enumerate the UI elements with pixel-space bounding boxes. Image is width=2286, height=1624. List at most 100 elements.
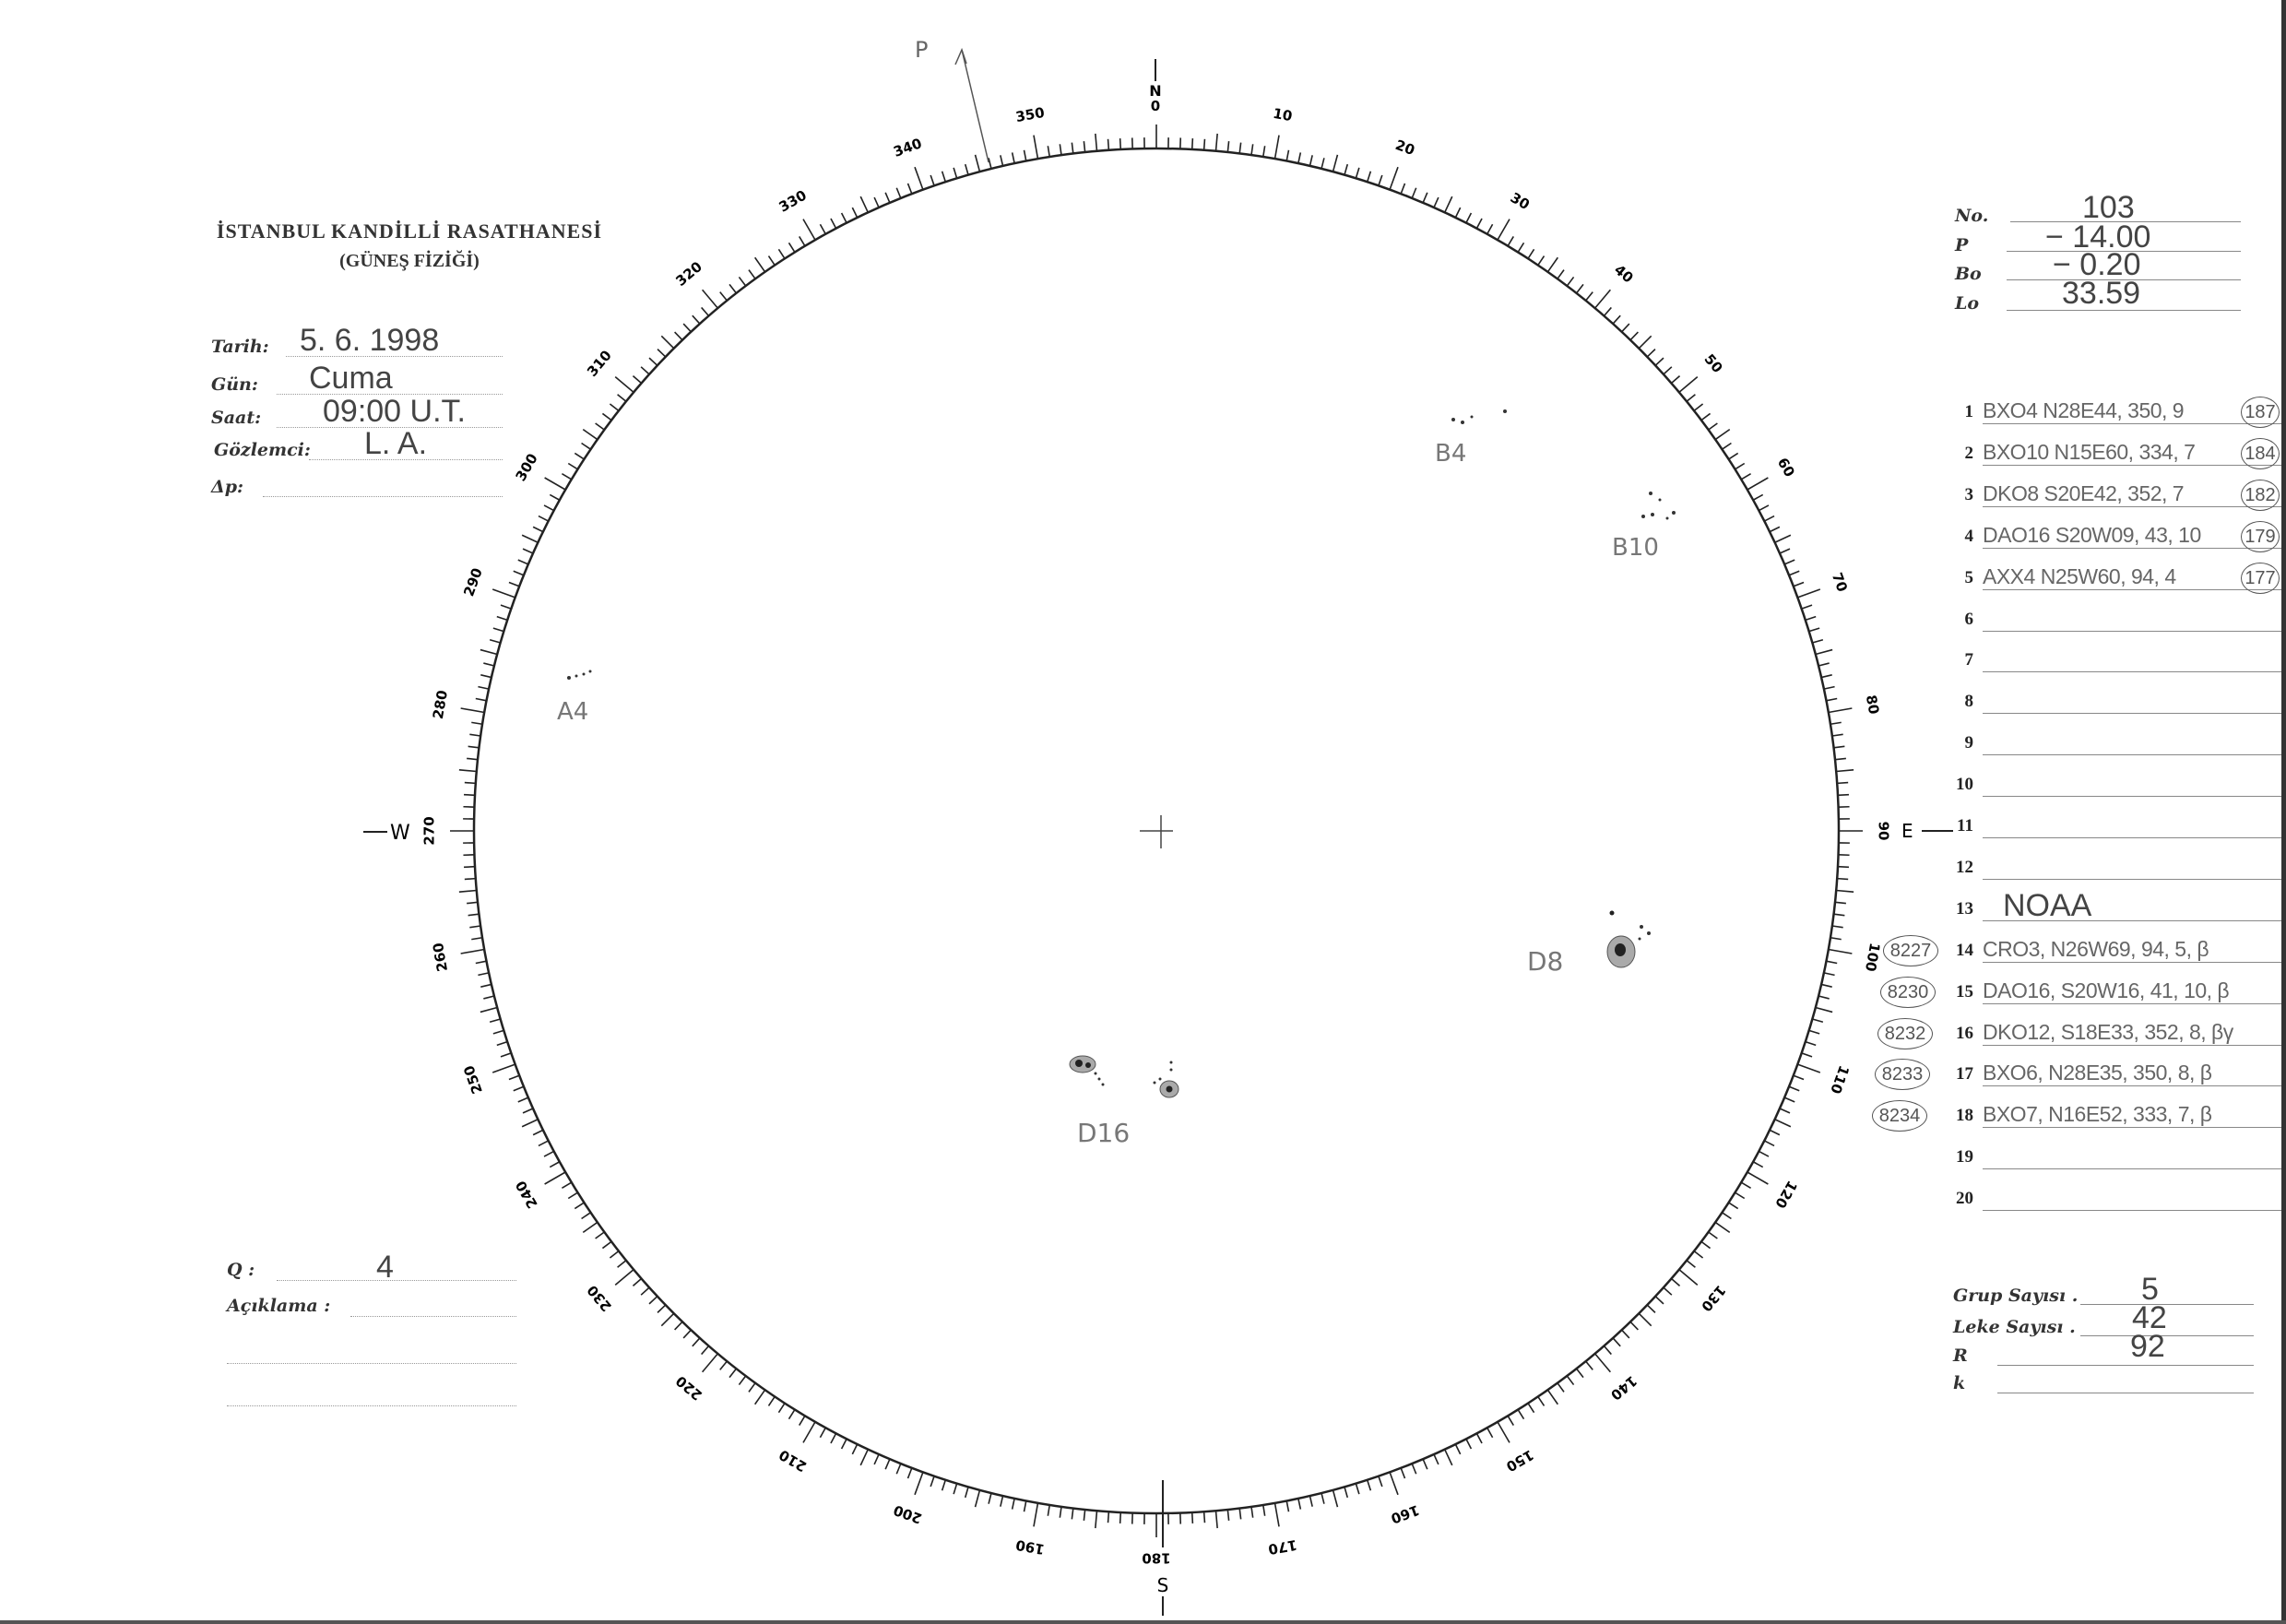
degree-tick bbox=[532, 526, 544, 533]
group-row-line bbox=[1983, 754, 2281, 756]
observer-value: L. A. bbox=[364, 426, 428, 461]
degree-label: 20 bbox=[1393, 136, 1417, 159]
ephemeris-label-bo: Bo bbox=[1955, 264, 1982, 284]
degree-tick bbox=[468, 745, 480, 749]
degree-tick bbox=[1823, 685, 1835, 690]
degree-tick bbox=[1411, 187, 1417, 199]
degree-label: 300 bbox=[513, 451, 541, 484]
degree-tick bbox=[1808, 627, 1820, 633]
degree-tick bbox=[799, 235, 806, 247]
degree-tick bbox=[601, 412, 612, 421]
degree-tick bbox=[467, 757, 479, 761]
degree-tick bbox=[574, 452, 585, 460]
degree-tick bbox=[1273, 1502, 1280, 1527]
quality-value: 4 bbox=[376, 1250, 394, 1285]
degree-tick bbox=[702, 1353, 718, 1373]
remarks-line-2 bbox=[227, 1350, 516, 1364]
group-count-label: Grup Sayısı . bbox=[1953, 1286, 2079, 1306]
degree-tick bbox=[1250, 144, 1254, 156]
degree-tick bbox=[478, 972, 490, 977]
degree-tick bbox=[1603, 306, 1612, 317]
group-row-text: BXO10 N15E60, 334, 7 bbox=[1983, 439, 2196, 464]
degree-tick bbox=[1752, 1161, 1764, 1168]
group-row-number: 20 bbox=[1956, 1189, 1973, 1209]
degree-tick bbox=[460, 948, 485, 954]
spot-count-value: 42 bbox=[2132, 1300, 2167, 1335]
ephemeris-value-bo: − 0.20 bbox=[2053, 247, 2141, 282]
degree-tick bbox=[1575, 283, 1584, 294]
degree-tick bbox=[701, 1345, 710, 1356]
degree-tick bbox=[906, 183, 913, 195]
degree-tick bbox=[738, 1375, 747, 1386]
noaa-region-number: 8230 bbox=[1880, 976, 1936, 1008]
degree-tick bbox=[1214, 133, 1218, 151]
ephemeris-value-lo: 33.59 bbox=[2062, 276, 2141, 311]
degree-tick bbox=[595, 1231, 605, 1239]
degree-tick bbox=[859, 1449, 869, 1466]
degree-tick bbox=[1433, 1453, 1439, 1465]
degree-tick bbox=[719, 291, 728, 302]
degree-label: 250 bbox=[460, 1063, 486, 1096]
degree-label: 180 bbox=[1142, 1550, 1170, 1567]
degree-tick bbox=[1670, 1277, 1681, 1286]
degree-tick bbox=[567, 1191, 578, 1200]
degree-tick bbox=[581, 442, 591, 450]
degree-tick bbox=[767, 1396, 776, 1406]
degree-tick bbox=[1700, 412, 1712, 421]
degree-tick bbox=[1107, 138, 1110, 150]
degree-tick bbox=[1190, 137, 1194, 150]
group-row-number: 5 bbox=[1964, 567, 1974, 587]
degree-tick bbox=[1226, 1509, 1230, 1521]
degree-tick bbox=[1678, 1269, 1699, 1286]
degree-tick bbox=[489, 1018, 501, 1024]
degree-tick bbox=[458, 889, 477, 893]
degree-tick bbox=[1344, 1487, 1349, 1499]
degree-tick bbox=[799, 1415, 806, 1427]
degree-tick bbox=[1285, 149, 1290, 161]
degree-label: 310 bbox=[584, 347, 615, 380]
group-rotation-circle: 187 bbox=[2241, 397, 2280, 428]
degree-tick bbox=[1774, 534, 1792, 543]
degree-tick bbox=[469, 733, 481, 737]
group-row-line bbox=[1983, 1127, 2281, 1129]
degree-tick bbox=[1831, 925, 1843, 929]
date-value: 5. 6. 1998 bbox=[300, 323, 440, 358]
degree-tick bbox=[1797, 1063, 1821, 1073]
degree-tick bbox=[1808, 1029, 1820, 1035]
degree-tick bbox=[1475, 218, 1483, 229]
degree-label: 210 bbox=[776, 1446, 810, 1475]
group-row-line bbox=[1983, 505, 2281, 507]
degree-tick bbox=[1801, 1052, 1813, 1058]
degree-tick bbox=[632, 1277, 643, 1286]
degree-tick bbox=[617, 1260, 627, 1268]
degree-tick bbox=[1837, 865, 1850, 869]
sunspot-group-a4 bbox=[567, 670, 592, 680]
degree-tick bbox=[873, 1453, 880, 1465]
degree-tick bbox=[1309, 155, 1313, 167]
degree-tick bbox=[1779, 548, 1791, 554]
group-row-line bbox=[1983, 588, 2281, 590]
degree-tick bbox=[1033, 135, 1039, 160]
degree-tick bbox=[1309, 1495, 1313, 1507]
degree-tick bbox=[1378, 1476, 1383, 1488]
ephemeris-value-no: 103 bbox=[2082, 190, 2135, 225]
degree-tick bbox=[702, 289, 718, 309]
degree-tick bbox=[640, 1286, 650, 1296]
degree-tick bbox=[1585, 1360, 1593, 1370]
degree-tick bbox=[728, 1368, 738, 1379]
degree-tick bbox=[538, 1140, 550, 1147]
group-row-line bbox=[1983, 919, 2281, 921]
degree-tick bbox=[480, 674, 492, 679]
degree-tick bbox=[582, 429, 598, 441]
degree-tick bbox=[543, 1150, 554, 1157]
degree-tick bbox=[1444, 1449, 1453, 1466]
degree-tick bbox=[1740, 473, 1752, 480]
observer-label: Gözlemci: bbox=[214, 440, 311, 460]
degree-tick bbox=[1250, 1506, 1254, 1518]
degree-tick bbox=[1763, 515, 1775, 522]
group-row-number: 10 bbox=[1956, 775, 1973, 795]
degree-tick bbox=[561, 1181, 573, 1189]
degree-tick bbox=[788, 1409, 796, 1420]
degree-tick bbox=[1700, 1240, 1712, 1250]
degree-tick bbox=[1836, 889, 1854, 893]
